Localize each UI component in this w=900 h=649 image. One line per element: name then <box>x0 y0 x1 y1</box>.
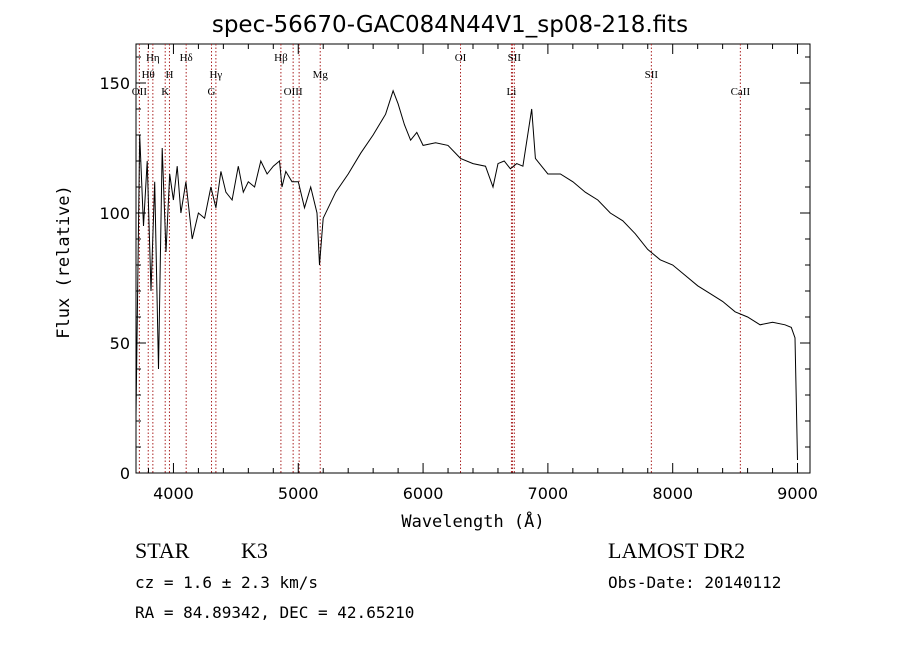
line-label: Hθ <box>142 69 155 81</box>
x-axis-ticks: 4000 5000 6000 7000 8000 9000 <box>147 44 818 503</box>
plot-frame <box>135 43 811 474</box>
spectral-line-labels: Hη Hδ Hβ OI SII Hθ H Hγ Mg SII OII K G OIII Li CaII <box>132 52 751 98</box>
coordinates-readout: RA = 84.89342, DEC = 42.65210 <box>135 603 415 622</box>
x-tick-label: 9000 <box>777 484 818 503</box>
chart-title: spec-56670-GAC084N44V1_sp08-218.fits <box>211 12 689 38</box>
line-label: OIII <box>284 86 303 98</box>
line-label: OII <box>132 86 148 98</box>
line-label: CaII <box>731 86 751 98</box>
line-label: OI <box>455 52 467 64</box>
spectrum-series-line <box>135 89 798 461</box>
object-class: STAR <box>135 538 190 563</box>
x-tick-label: 5000 <box>278 484 319 503</box>
redshift-readout: cz = 1.6 ± 2.3 km/s <box>135 573 319 592</box>
observation-date: Obs-Date: 20140112 <box>608 573 782 592</box>
line-label: G <box>208 86 216 98</box>
y-axis-label: Flux (relative) <box>54 185 74 339</box>
line-label: Hη <box>146 52 160 64</box>
line-label: SII <box>508 52 522 64</box>
spectral-line-markers <box>138 44 741 473</box>
line-label: SII <box>645 69 659 81</box>
y-tick-label: 0 <box>120 464 130 483</box>
line-label: Mg <box>313 69 329 81</box>
x-axis-label: Wavelength (Å) <box>401 512 545 532</box>
y-tick-label: 50 <box>110 334 130 353</box>
x-tick-label: 6000 <box>403 484 444 503</box>
line-label: K <box>161 86 169 98</box>
line-label: Hδ <box>180 52 193 64</box>
survey-name: LAMOST DR2 <box>608 538 746 563</box>
line-label: Hβ <box>274 52 288 64</box>
line-label: H <box>165 69 173 81</box>
x-tick-label: 4000 <box>153 484 194 503</box>
y-axis-ticks: 0 50 100 150 <box>99 56 810 483</box>
x-tick-label: 8000 <box>652 484 693 503</box>
object-subclass: K3 <box>241 538 268 563</box>
y-tick-label: 150 <box>99 74 130 93</box>
x-tick-label: 7000 <box>528 484 569 503</box>
line-label: Hγ <box>209 69 222 81</box>
line-label: Li <box>507 86 517 98</box>
y-tick-label: 100 <box>99 204 130 223</box>
